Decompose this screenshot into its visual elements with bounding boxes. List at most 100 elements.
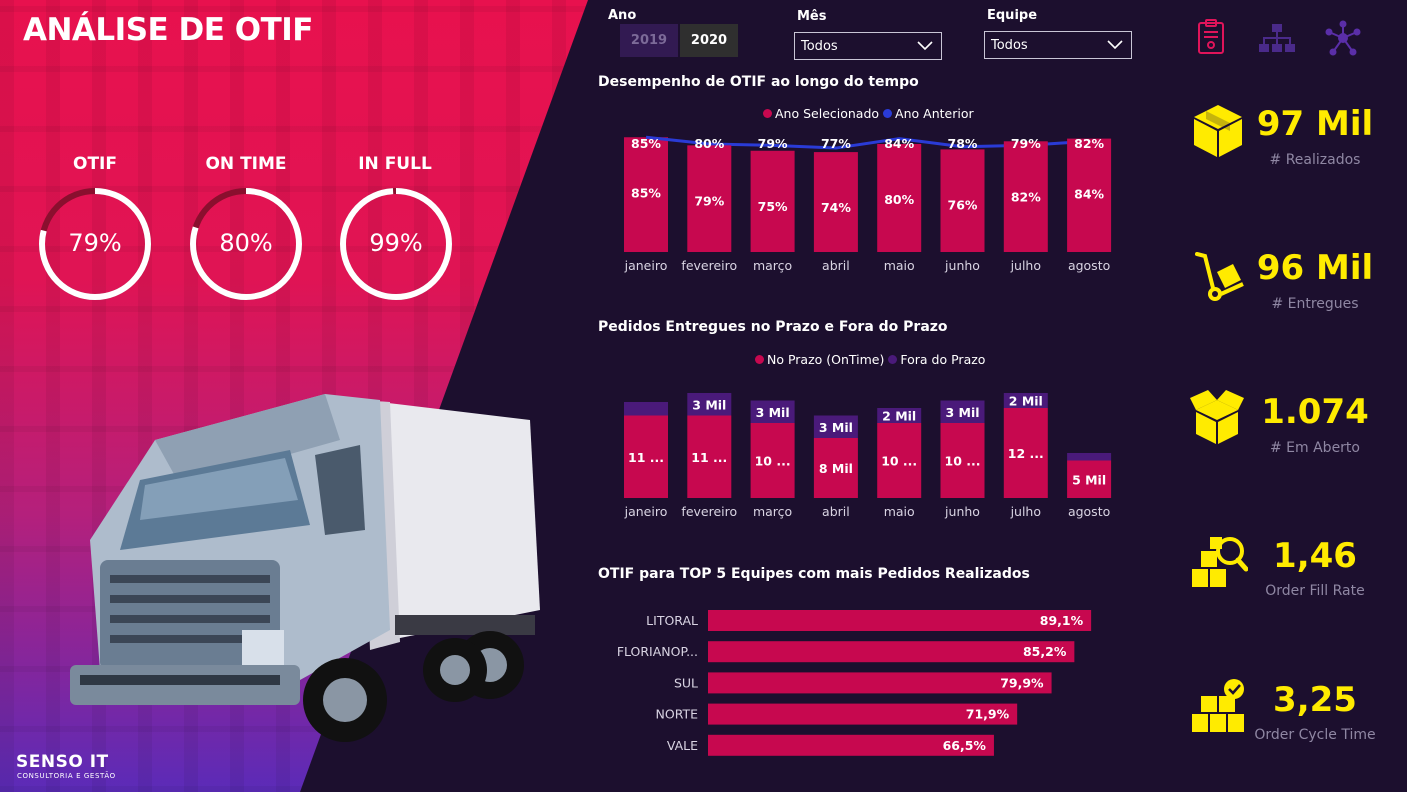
year-2019-button[interactable]: 2019 <box>620 24 678 57</box>
data-label: 79,9% <box>1000 675 1044 690</box>
data-label: 89,1% <box>1040 613 1084 628</box>
kpi-ontime-value: 80% <box>219 229 273 257</box>
on-time-chart-title: Pedidos Entregues no Prazo e Fora do Pra… <box>598 319 948 335</box>
data-label: 3 Mil <box>945 405 979 420</box>
legend-label: No Prazo (OnTime) <box>767 352 885 367</box>
data-label: 80% <box>884 192 914 207</box>
bar-equipe <box>708 610 1092 631</box>
bar-ano-selecionado <box>750 150 795 252</box>
network-icon[interactable] <box>1325 20 1361 56</box>
legend-label: Ano Selecionado <box>775 106 880 121</box>
team-dropdown-value: Todos <box>991 38 1028 53</box>
bar-fora-do-prazo <box>624 402 668 416</box>
data-label: 76% <box>948 197 978 212</box>
kpi-cycle-time-value: 3,25 <box>1273 680 1357 720</box>
y-tick-label: LITORAL <box>646 613 698 628</box>
data-label: 82% <box>1011 189 1041 204</box>
data-label: 11 ... <box>628 450 664 465</box>
y-tick-label: VALE <box>667 738 698 753</box>
kpi-realizados-value: 97 Mil <box>1256 104 1374 144</box>
bar-fora-do-prazo <box>1003 393 1048 408</box>
on-time-chart: 11 ... janeiro 11 ... 3 Mil fevereiro 10 ... 3… <box>624 393 1112 519</box>
x-tick-label: agosto <box>1068 258 1110 273</box>
bar-no-prazo <box>1003 408 1048 498</box>
chevron-down-icon <box>917 41 933 51</box>
chevron-down-icon <box>1107 40 1123 50</box>
kpi-entregues-value: 96 Mil <box>1256 248 1374 288</box>
legend-label: Fora do Prazo <box>900 352 986 367</box>
truck-image <box>70 394 540 742</box>
data-label: 10 ... <box>945 454 981 469</box>
y-tick-label: NORTE <box>656 707 699 722</box>
year-2020-button[interactable]: 2020 <box>680 24 738 57</box>
data-label: 66,5% <box>943 738 987 753</box>
bar-fora-do-prazo <box>750 400 795 423</box>
legend-label: Ano Anterior <box>895 106 974 121</box>
bar-equipe <box>708 641 1075 663</box>
otif-time-chart: 85% 85% janeiro 79% 80% fevereiro 75% 79% março 7… <box>624 135 1112 273</box>
legend-item[interactable]: Ano Anterior <box>883 106 974 121</box>
line-data-label: 78% <box>948 136 978 151</box>
data-label: 74% <box>821 200 851 215</box>
bar-equipe <box>708 672 1052 694</box>
data-label: 10 ... <box>755 454 791 469</box>
line-data-label: 79% <box>758 136 788 151</box>
kpi-em-aberto-label: # Em Aberto <box>1269 440 1360 456</box>
x-tick-label: abril <box>822 504 850 519</box>
open-box-icon <box>1190 390 1244 444</box>
kpi-entregues-label: # Entregues <box>1271 296 1359 312</box>
month-filter-label: Mês <box>797 9 827 24</box>
data-label: 85% <box>631 185 661 200</box>
x-tick-label: março <box>753 504 792 519</box>
bar-ano-selecionado <box>687 145 732 252</box>
data-label: 3 Mil <box>819 420 853 435</box>
bar-ano-selecionado <box>1067 138 1112 252</box>
bar-ano-selecionado <box>624 137 668 252</box>
hierarchy-icon[interactable] <box>1258 22 1296 54</box>
kpi-ontime-donut <box>190 188 302 300</box>
data-label: 3 Mil <box>756 405 790 420</box>
y-tick-label: FLORIANOP... <box>617 644 698 659</box>
x-tick-label: julho <box>1010 504 1041 519</box>
legend-item[interactable]: Ano Selecionado <box>763 106 879 121</box>
data-label: 11 ... <box>691 450 727 465</box>
bar-no-prazo <box>1067 460 1112 498</box>
kpi-ontime-label: ON TIME <box>205 154 287 174</box>
data-label: 85,2% <box>1023 644 1067 659</box>
data-label: 8 Mil <box>819 461 853 476</box>
data-label: 12 ... <box>1008 446 1044 461</box>
data-label: 5 Mil <box>1072 472 1106 487</box>
year-filter-label: Ano <box>608 8 637 23</box>
data-label: 71,9% <box>966 707 1010 722</box>
bar-fora-do-prazo <box>687 393 732 416</box>
otif-time-chart-title: Desempenho de OTIF ao longo do tempo <box>598 74 919 90</box>
on-time-legend: No Prazo (OnTime) Fora do Prazo <box>755 352 989 367</box>
legend-item[interactable]: Fora do Prazo <box>888 352 985 367</box>
boxes-search-icon <box>1192 537 1248 587</box>
x-tick-label: julho <box>1010 258 1041 273</box>
page-title: ANÁLISE DE OTIF <box>23 12 313 48</box>
kpi-infull-value: 99% <box>369 229 423 257</box>
data-label: 79% <box>694 193 724 208</box>
legend-item[interactable]: No Prazo (OnTime) <box>755 352 884 367</box>
data-label: 2 Mil <box>882 409 916 424</box>
x-tick-label: junho <box>944 258 980 273</box>
x-tick-label: março <box>753 258 792 273</box>
line-data-label: 85% <box>631 136 661 151</box>
bar-fora-do-prazo <box>940 400 985 423</box>
y-tick-label: SUL <box>674 675 698 690</box>
brand-name: SENSO IT <box>16 752 109 772</box>
clipboard-icon[interactable] <box>1196 18 1226 56</box>
brand-tagline: CONSULTORIA E GESTÃO <box>17 772 116 780</box>
boxes-check-icon <box>1192 679 1244 732</box>
team-filter-label: Equipe <box>987 8 1038 23</box>
team-dropdown[interactable]: Todos <box>984 31 1132 59</box>
bar-no-prazo <box>750 423 795 498</box>
top-teams-chart: LITORAL 89,1% FLORIANOP... 85,2% SUL 79,9% NOR… <box>617 610 1092 756</box>
kpi-infull-label: IN FULL <box>358 154 432 174</box>
bar-ano-selecionado <box>1003 141 1048 252</box>
month-dropdown[interactable]: Todos <box>794 32 942 60</box>
data-label: 2 Mil <box>1009 394 1043 409</box>
line-data-label: 80% <box>694 136 724 151</box>
x-tick-label: janeiro <box>624 258 668 273</box>
